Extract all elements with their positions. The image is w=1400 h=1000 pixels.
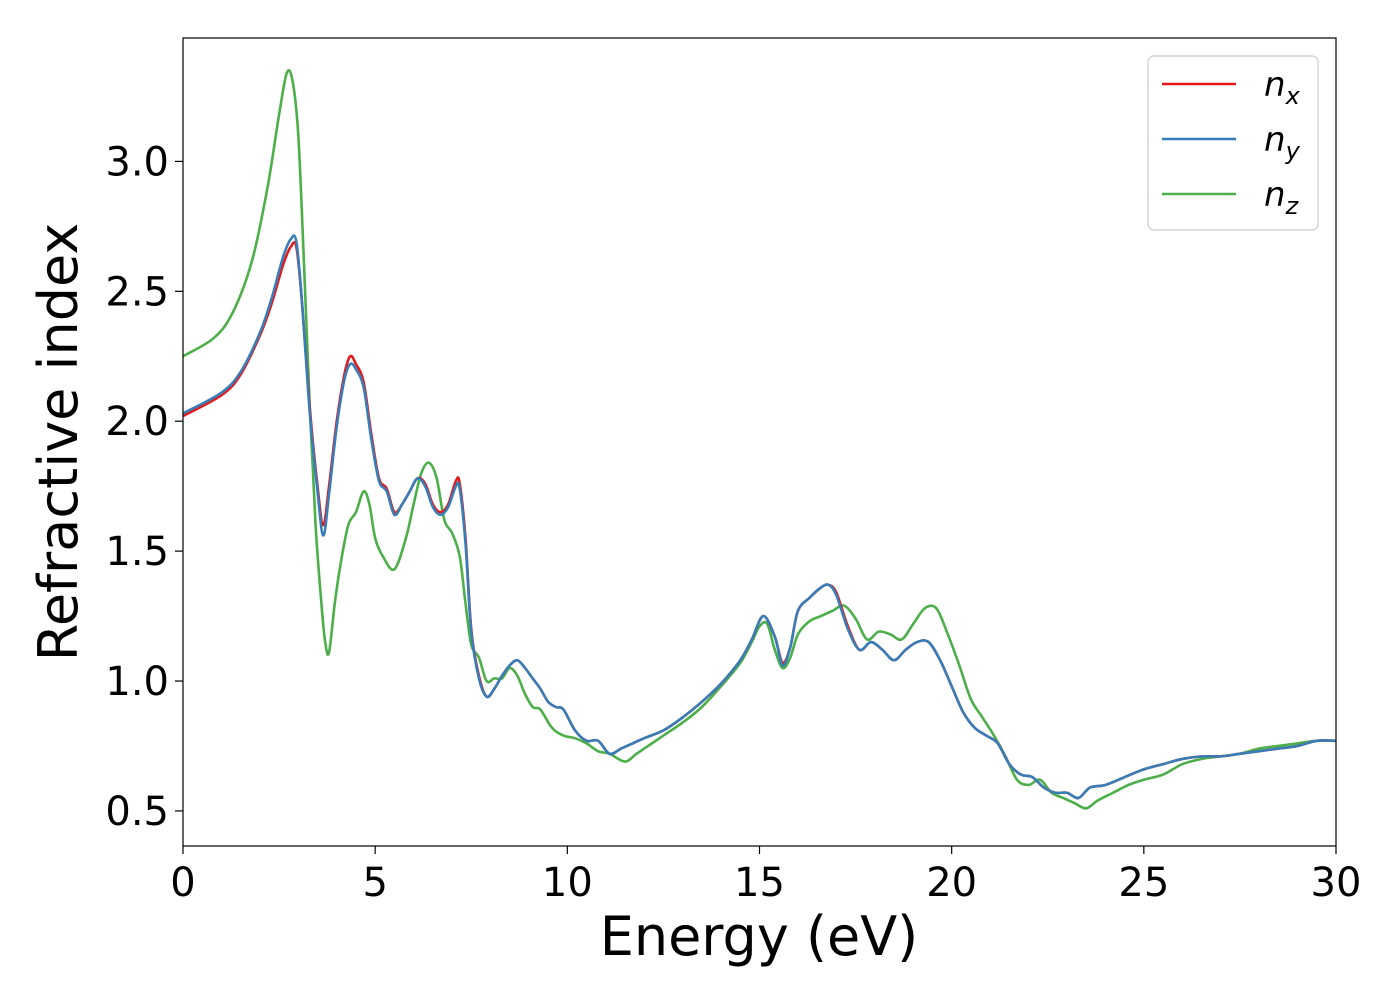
x-tick-label: 15 bbox=[734, 860, 785, 906]
x-tick-label: 0 bbox=[170, 860, 195, 906]
x-tick-label: 25 bbox=[1118, 860, 1169, 906]
x-axis-label: Energy (eV) bbox=[600, 905, 919, 968]
x-tick-label: 5 bbox=[362, 860, 387, 906]
legend: nx ny nz bbox=[1147, 55, 1319, 231]
y-tick-label: 2.0 bbox=[105, 399, 169, 445]
x-axis: 0 5 10 15 20 25 30 bbox=[170, 846, 1361, 906]
x-tick-label: 10 bbox=[542, 860, 593, 906]
legend-box bbox=[1147, 55, 1319, 231]
legend-label-x: nx bbox=[1264, 65, 1301, 110]
y-tick-label: 3.0 bbox=[105, 139, 169, 185]
series-layer bbox=[183, 69, 1336, 810]
x-tick-label: 20 bbox=[926, 860, 977, 906]
series-line-y bbox=[183, 234, 1336, 800]
y-tick-label: 2.5 bbox=[105, 269, 169, 315]
legend-label-y: ny bbox=[1264, 120, 1301, 165]
y-tick-label: 0.5 bbox=[105, 789, 169, 835]
x-tick-label: 30 bbox=[1311, 860, 1362, 906]
y-axis-label: Refractive index bbox=[27, 223, 90, 662]
y-tick-label: 1.0 bbox=[105, 659, 169, 705]
y-tick-label: 1.5 bbox=[105, 529, 169, 575]
legend-label-z: nz bbox=[1264, 175, 1300, 220]
y-axis: 0.5 1.0 1.5 2.0 2.5 3.0 bbox=[105, 139, 183, 835]
